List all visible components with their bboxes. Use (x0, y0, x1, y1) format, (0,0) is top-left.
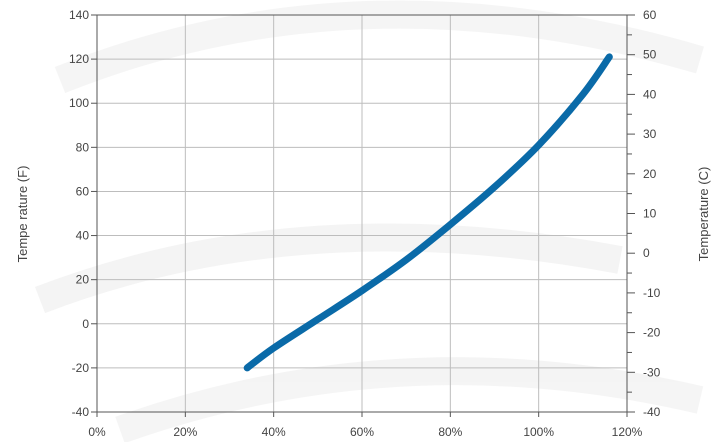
series-line (243, 53, 613, 372)
y-tick-label: 100 (69, 96, 89, 110)
watermark-arc (34, 223, 623, 314)
x-tick-label: 60% (350, 425, 374, 439)
x-tick-label: 20% (173, 425, 197, 439)
y2-tick-label: 10 (643, 207, 657, 221)
x-tick-label: 100% (523, 425, 554, 439)
y2-tick-label: 0 (643, 246, 650, 260)
y2-tick-label: 20 (643, 167, 657, 181)
y-tick-label: 0 (82, 317, 89, 331)
y2-tick-label: -40 (643, 405, 661, 419)
x-tick-label: 120% (612, 425, 643, 439)
y2-tick-label: 30 (643, 127, 657, 141)
y-tick-label: 80 (76, 140, 90, 154)
axes: 0% 20% 40% 60% 80% 100% 120%-40-20020406080100… (69, 8, 661, 439)
y2-tick-label: 50 (643, 48, 657, 62)
y-tick-label: 120 (69, 52, 89, 66)
x-tick-label: 80% (438, 425, 462, 439)
y2-axis-title: Temperature (C) (696, 167, 711, 262)
y-tick-label: -40 (72, 405, 90, 419)
y2-tick-label: -20 (643, 326, 661, 340)
plot-frame (96, 14, 628, 413)
series-layer (243, 53, 613, 372)
y2-tick-label: -10 (643, 286, 661, 300)
y2-tick-label: -30 (643, 365, 661, 379)
y-tick-label: 140 (69, 8, 89, 22)
y2-tick-label: 40 (643, 87, 657, 101)
grid (97, 15, 627, 412)
watermark-arc (115, 357, 704, 442)
y-axis-title: Tempe rature (F) (15, 166, 30, 263)
x-tick-label: 0% (88, 425, 106, 439)
y-tick-label: -20 (72, 361, 90, 375)
y-tick-label: 20 (76, 273, 90, 287)
x-tick-label: 40% (262, 425, 286, 439)
y-tick-label: 40 (76, 229, 90, 243)
y2-tick-label: 60 (643, 8, 657, 22)
y-tick-label: 60 (76, 184, 90, 198)
